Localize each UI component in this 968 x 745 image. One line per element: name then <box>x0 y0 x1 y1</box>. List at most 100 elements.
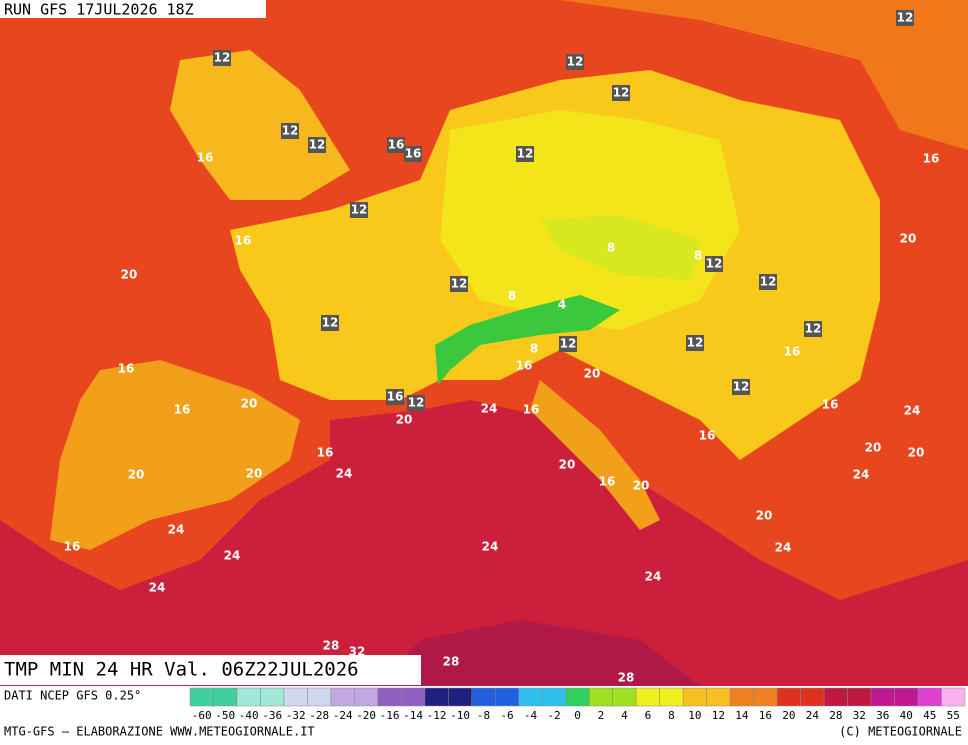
label-box <box>559 336 577 352</box>
temperature-label: 8 <box>508 289 516 303</box>
temperature-label: 24 <box>481 402 498 416</box>
temperature-label: 24 <box>853 468 870 482</box>
temperature-label: 12 <box>687 336 704 350</box>
colorbar-label: 8 <box>668 709 675 722</box>
temperature-label: 16 <box>523 403 540 417</box>
colorbar-label: 2 <box>598 709 605 722</box>
colorbar-swatch <box>448 687 473 707</box>
colorbar-label: -10 <box>450 709 470 722</box>
colorbar-swatch <box>659 687 684 707</box>
temperature-label: 8 <box>607 241 615 255</box>
temperature-label: 20 <box>865 441 882 455</box>
temperature-label: 12 <box>567 55 584 69</box>
temperature-label: 16 <box>388 138 405 152</box>
label-box <box>281 123 299 139</box>
colorbar-swatch <box>612 687 637 707</box>
colorbar-label: -50 <box>215 709 235 722</box>
colorbar-swatch <box>847 687 872 707</box>
temperature-label: 12 <box>760 275 777 289</box>
colorbar-swatch <box>189 687 214 707</box>
colorbar-swatch <box>542 687 567 707</box>
temperature-label: 12 <box>613 86 630 100</box>
colorbar-label: -6 <box>500 709 513 722</box>
label-box <box>308 137 326 153</box>
label-box <box>404 146 422 162</box>
colorbar-swatch <box>471 687 496 707</box>
field-italy <box>530 380 660 530</box>
colorbar-label: -28 <box>309 709 329 722</box>
colorbar-label: -60 <box>192 709 212 722</box>
temperature-label: 16 <box>64 540 81 554</box>
temperature-label: 16 <box>317 446 334 460</box>
credit: MTG-GFS — ELABORAZIONE WWW.METEOGIORNALE… <box>4 725 315 739</box>
label-box <box>732 379 750 395</box>
colorbar-label: -20 <box>356 709 376 722</box>
source-label: DATI NCEP GFS 0.25° <box>4 689 141 703</box>
colorbar-label: 36 <box>876 709 889 722</box>
temperature-label: 8 <box>530 342 538 356</box>
field-iberia <box>50 360 300 550</box>
colorbar-label: -16 <box>380 709 400 722</box>
colorbar-label: -36 <box>262 709 282 722</box>
field-south <box>380 620 700 686</box>
colorbar-swatch <box>283 687 308 707</box>
temperature-label: 16 <box>699 429 716 443</box>
colorbar-swatch <box>753 687 778 707</box>
temperature-label: 12 <box>517 147 534 161</box>
colorbar-swatch <box>565 687 590 707</box>
colorbar-label: -8 <box>477 709 490 722</box>
temperature-label: 16 <box>822 398 839 412</box>
colorbar-swatch <box>776 687 801 707</box>
colorbar-label: 45 <box>923 709 936 722</box>
temperature-label: 20 <box>246 467 263 481</box>
temperature-label: 24 <box>336 467 353 481</box>
label-box <box>407 395 425 411</box>
colorbar-swatch <box>260 687 285 707</box>
label-box <box>612 85 630 101</box>
label-box <box>566 54 584 70</box>
temperature-label: 12 <box>805 322 822 336</box>
temperature-label: 12 <box>214 51 231 65</box>
temperature-label: 8 <box>694 249 702 263</box>
temperature-label: 16 <box>923 152 940 166</box>
label-box <box>450 276 468 292</box>
colorbar-swatch <box>377 687 402 707</box>
colorbar-label: -40 <box>239 709 259 722</box>
temperature-label: 24 <box>168 523 185 537</box>
field-britain <box>170 50 350 200</box>
colorbar-label: 28 <box>829 709 842 722</box>
colorbar-swatch <box>518 687 543 707</box>
colorbar-label: 40 <box>900 709 913 722</box>
colorbar-label: 55 <box>947 709 960 722</box>
colorbar-label: 24 <box>806 709 820 722</box>
colorbar-label: -12 <box>427 709 447 722</box>
label-box <box>705 256 723 272</box>
temperature-label: 12 <box>733 380 750 394</box>
field-alps <box>435 295 620 385</box>
temperature-label: 16 <box>387 390 404 404</box>
colorbar-swatch <box>495 687 520 707</box>
temperature-label: 16 <box>197 151 214 165</box>
temperature-label: 12 <box>282 124 299 138</box>
colorbar-swatch <box>330 687 355 707</box>
field-north <box>0 0 968 150</box>
colorbar-swatch <box>917 687 942 707</box>
temperature-label: 20 <box>559 458 576 472</box>
colorbar-swatch <box>307 687 332 707</box>
colorbar-swatch <box>236 687 261 707</box>
temperature-label: 16 <box>516 359 533 373</box>
colorbar-label: -4 <box>524 709 538 722</box>
run-label: RUN GFS 17JUL2026 18Z <box>4 1 194 19</box>
colorbar-label: -24 <box>333 709 353 722</box>
temperature-label: 24 <box>224 549 241 563</box>
colorbar-swatch <box>894 687 919 707</box>
colorbar-swatch <box>706 687 731 707</box>
colorbar-label: 32 <box>853 709 866 722</box>
temperature-label: 16 <box>118 362 135 376</box>
colorbar-label: 0 <box>574 709 581 722</box>
colorbar-swatch <box>354 687 379 707</box>
colorbar-label: 10 <box>688 709 701 722</box>
temperature-label: 28 <box>443 655 460 669</box>
temperature-label: 16 <box>405 147 422 161</box>
